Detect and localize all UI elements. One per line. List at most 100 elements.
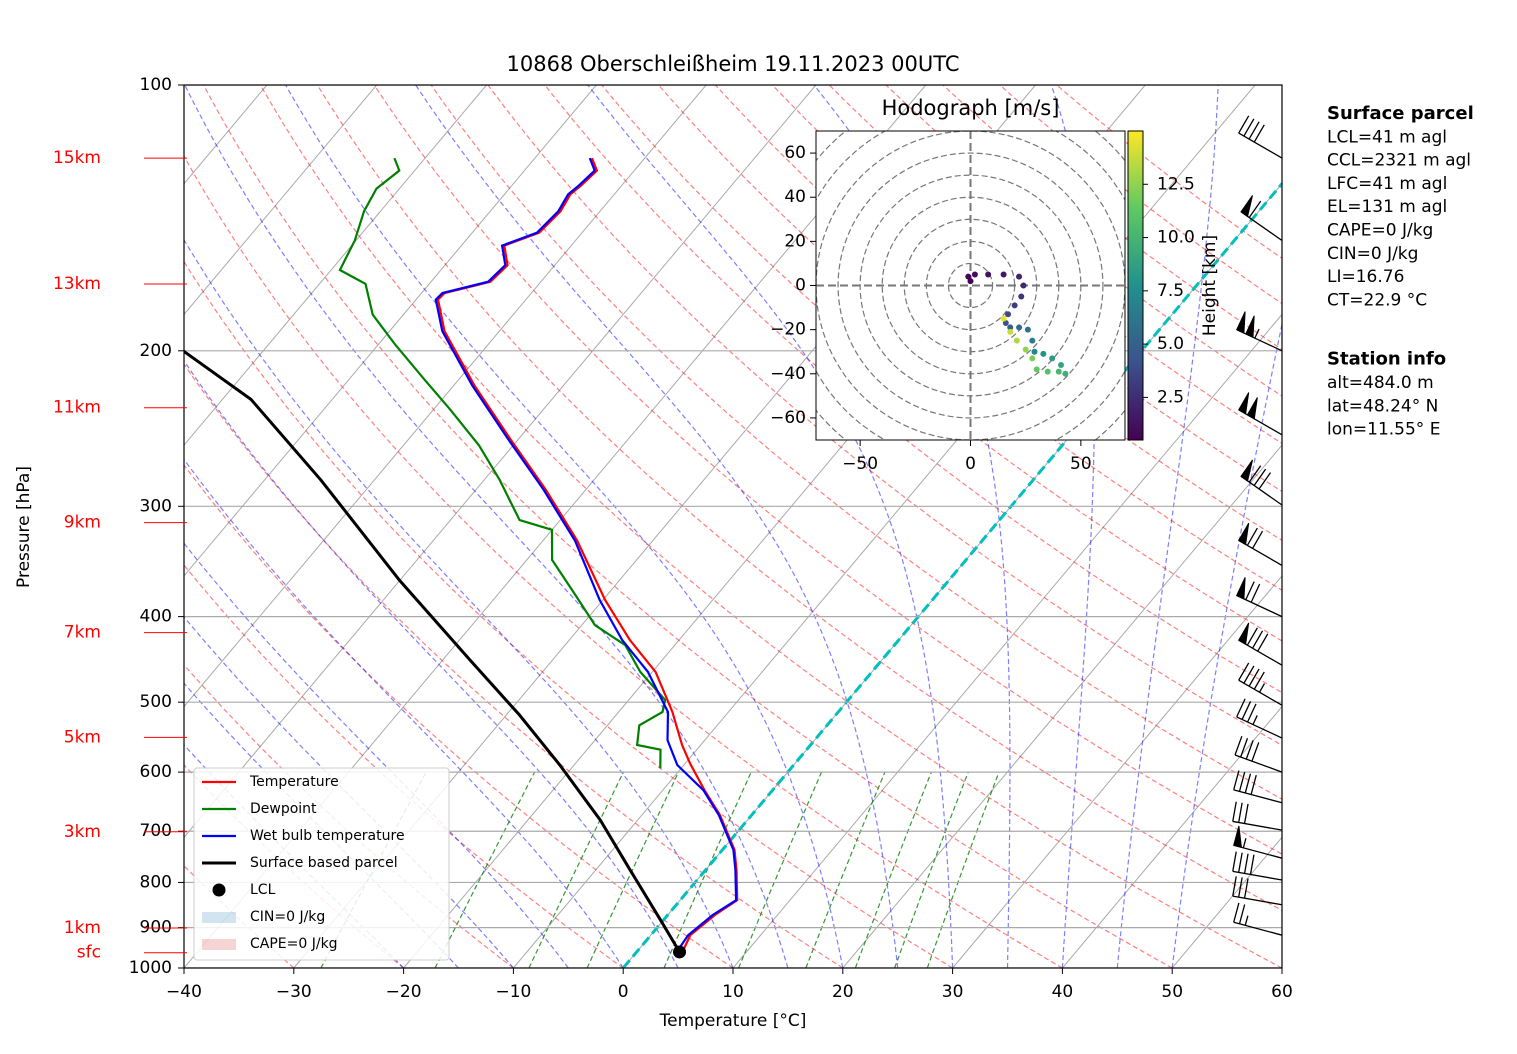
wind-barb	[1234, 735, 1283, 773]
barb-shaft	[1233, 902, 1283, 936]
legend-swatch	[202, 912, 236, 923]
height-label: 13km	[53, 274, 101, 294]
moist-adiabat	[184, 359, 679, 968]
y-tick-label: 1000	[129, 958, 172, 978]
x-tick-label: 20	[832, 982, 854, 1002]
legend-swatch	[212, 883, 226, 897]
height-label: 9km	[64, 513, 101, 533]
hodograph-point	[1029, 355, 1036, 362]
dry-adiabat	[184, 155, 1063, 968]
hodograph-point	[985, 271, 992, 278]
mixing-line	[663, 771, 752, 968]
hodo-x-tick-label: 0	[965, 454, 976, 474]
wind-barb	[1240, 195, 1283, 242]
dry-adiabat	[184, 464, 734, 968]
moist-adiabat	[1171, 321, 1282, 968]
x-tick-label: 60	[1271, 982, 1293, 1002]
hodograph-point	[1016, 324, 1023, 331]
plot-area	[184, 85, 1282, 968]
dry-adiabat	[184, 564, 624, 968]
isotherm	[1281, 967, 1282, 968]
hodo-y-tick-label: −40	[770, 364, 806, 384]
hodo-y-tick-label: −20	[770, 320, 806, 340]
wind-barb	[1233, 902, 1283, 936]
barb-flag	[1240, 195, 1253, 218]
hodograph-point	[1022, 346, 1029, 353]
hodograph-point	[1029, 337, 1036, 344]
dry-adiabat	[430, 85, 1282, 800]
y-tick-label: 300	[140, 496, 172, 516]
hodograph-bg	[816, 131, 1125, 440]
hodograph-point	[1000, 271, 1007, 278]
info-line: LCL=41 m agl	[1327, 127, 1447, 147]
barb-shaft	[1232, 801, 1283, 831]
colorbar-tick-label: 12.5	[1157, 174, 1195, 194]
wind-barb	[1238, 662, 1283, 706]
info-line: LI=16.76	[1327, 267, 1404, 287]
dry-adiabat	[184, 260, 953, 968]
barb-shaft	[1233, 770, 1283, 804]
barb-flag	[1238, 622, 1250, 645]
wind-barb	[1233, 770, 1283, 804]
colorbar-tick-label: 7.5	[1157, 281, 1184, 301]
wind-barb	[1232, 876, 1283, 906]
hodograph-point	[1040, 350, 1047, 357]
moist-adiabat	[184, 458, 624, 968]
colorbar-tick-label: 2.5	[1157, 387, 1184, 407]
hodograph-point	[1007, 328, 1014, 335]
barb-shaft	[1238, 662, 1283, 706]
isotherm	[184, 85, 378, 316]
barb-shaft	[1232, 876, 1283, 906]
chart-title: 10868 Oberschleißheim 19.11.2023 00UTC	[507, 52, 960, 76]
hodograph-point	[1057, 361, 1064, 368]
hodograph-point	[1020, 282, 1027, 289]
height-label: 1km	[64, 918, 101, 938]
barb-shaft	[1232, 851, 1283, 881]
hodograph-rings	[816, 131, 1125, 440]
info-line: lon=11.55° E	[1327, 420, 1440, 440]
barb-shaft	[1238, 627, 1283, 666]
moist-adiabat	[184, 616, 514, 968]
wind-barb	[1236, 577, 1283, 618]
isotherm	[184, 85, 597, 577]
legend-label: Wet bulb temperature	[250, 828, 405, 844]
legend-label: Dewpoint	[250, 801, 317, 817]
dry-adiabat	[184, 363, 844, 968]
wind-barb	[1232, 801, 1283, 831]
x-tick-label: 0	[618, 982, 629, 1002]
hodograph-point	[965, 273, 972, 280]
zero-isotherm	[622, 181, 1282, 968]
hodo-y-tick-label: 20	[784, 231, 806, 251]
moist-adiabat	[415, 85, 899, 968]
hodograph-point	[1000, 315, 1007, 322]
hodograph-point	[1007, 324, 1014, 331]
wind-barb	[1240, 459, 1283, 506]
hodo-y-tick-label: −60	[770, 408, 806, 428]
barb-flag	[1236, 311, 1255, 339]
barb-flag	[1236, 577, 1246, 600]
x-axis-label: Temperature [°C]	[659, 1011, 807, 1031]
info-line: alt=484.0 m	[1327, 373, 1434, 393]
x-tick-label: 50	[1161, 982, 1183, 1002]
dry-adiabat	[316, 85, 1282, 912]
legend-label: Temperature	[249, 774, 339, 790]
dry-adiabat	[373, 85, 1282, 855]
y-tick-label: 800	[140, 872, 172, 892]
y-tick-label: 200	[140, 341, 172, 361]
profile-line	[434, 157, 738, 956]
lcl-marker	[673, 945, 687, 959]
hodograph-point	[1011, 302, 1018, 309]
colorbar-tick-label: 5.0	[1157, 334, 1184, 354]
info-line: LFC=41 m agl	[1327, 174, 1447, 194]
info-line: EL=131 m agl	[1327, 197, 1447, 217]
x-tick-label: −30	[276, 982, 312, 1002]
info-line: CAPE=0 J/kg	[1327, 221, 1433, 241]
height-label: 3km	[64, 822, 101, 842]
hodograph-point	[1005, 311, 1012, 318]
height-label: 15km	[53, 148, 101, 168]
x-tick-label: −40	[166, 982, 202, 1002]
dry-adiabat	[1056, 85, 1282, 260]
legend-label: CIN=0 J/kg	[250, 909, 325, 925]
hodograph-point	[1024, 326, 1031, 333]
